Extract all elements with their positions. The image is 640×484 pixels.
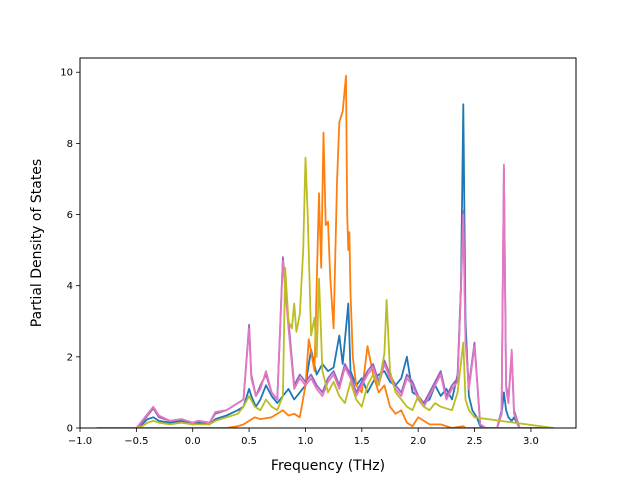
y-tick-label: 2 [67,352,73,363]
y-tick-label: 4 [67,281,73,292]
y-tick-label: 10 [60,68,73,79]
x-tick-label: −1.0 [68,436,92,447]
x-tick-label: 2.5 [467,436,483,447]
y-axis-title: Partial Density of States [29,159,45,327]
x-tick-label: 2.0 [410,436,426,447]
x-tick-label: 0.5 [241,436,257,447]
y-axis: 0 2 4 6 8 10 [60,68,80,435]
series-layer [96,74,554,428]
series-line-5 [96,156,554,428]
x-axis: −1.0 −0.5 0.0 0.5 1.0 1.5 2.0 2.5 3.0 [68,428,539,447]
series-line-4 [96,163,554,428]
x-tick-label: −0.5 [124,436,148,447]
y-tick-label: 6 [67,210,73,221]
y-tick-label: 0 [67,424,73,435]
x-tick-label: 1.5 [354,436,370,447]
x-axis-title: Frequency (THz) [271,458,385,474]
x-tick-label: 0.0 [185,436,201,447]
y-tick-label: 8 [67,139,73,150]
x-tick-label: 3.0 [523,436,539,447]
x-tick-label: 1.0 [298,436,314,447]
plot-frame [79,57,577,429]
series-line-2 [96,74,554,428]
